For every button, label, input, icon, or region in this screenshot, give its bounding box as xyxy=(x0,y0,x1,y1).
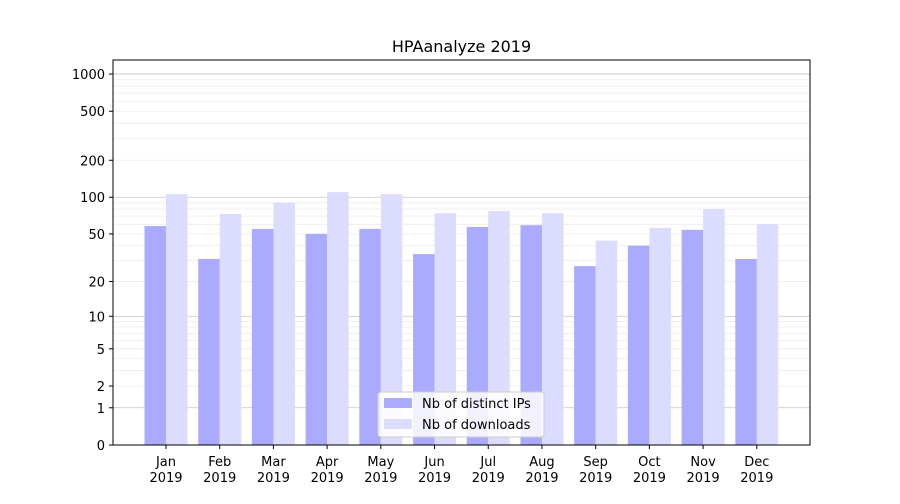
bar-downloads xyxy=(488,211,510,445)
x-tick-label-month: Feb xyxy=(208,455,231,470)
bar-distinct-ips xyxy=(466,226,489,445)
y-tick-label: 50 xyxy=(88,228,105,243)
x-tick-label-year: 2019 xyxy=(472,471,505,486)
legend-label: Nb of distinct IPs xyxy=(422,397,531,412)
x-tick-label-month: May xyxy=(367,455,394,470)
bar-downloads xyxy=(327,192,349,445)
x-tick-label-month: Apr xyxy=(316,455,339,470)
x-tick-label-month: Dec xyxy=(744,455,769,470)
bar-distinct-ips xyxy=(681,229,704,445)
y-tick-label: 10 xyxy=(88,310,105,325)
bar-distinct-ips xyxy=(144,226,166,445)
x-tick-label-month: Jan xyxy=(155,455,176,470)
bar-downloads xyxy=(273,202,295,445)
y-tick-label: 2 xyxy=(97,380,105,395)
y-tick-label: 100 xyxy=(80,191,105,206)
chart-title: HPAanalyze 2019 xyxy=(392,37,531,56)
bar-downloads xyxy=(166,194,188,445)
x-tick-label-month: Jun xyxy=(423,455,444,470)
y-axis: 0 1 2 5 10 20 50 100 200 500 1000 xyxy=(72,68,113,454)
bar-distinct-ips xyxy=(305,233,328,445)
bar-downloads xyxy=(703,209,725,445)
legend-swatch xyxy=(384,398,412,408)
bar-downloads xyxy=(219,213,242,445)
x-tick-label-year: 2019 xyxy=(418,471,451,486)
y-tick-label: 5 xyxy=(97,343,105,358)
bar-distinct-ips xyxy=(198,258,220,445)
bar-downloads xyxy=(595,240,618,445)
bar-downloads xyxy=(541,213,564,445)
bar-distinct-ips xyxy=(359,228,381,445)
x-tick-label-year: 2019 xyxy=(687,471,720,486)
y-tick-label: 200 xyxy=(80,154,105,169)
y-tick-label: 500 xyxy=(80,105,105,120)
bar-downloads xyxy=(649,227,671,445)
bar-distinct-ips xyxy=(520,225,542,445)
y-tick-label: 1000 xyxy=(72,68,105,83)
x-tick-label-year: 2019 xyxy=(525,471,558,486)
bar-distinct-ips xyxy=(251,228,274,445)
legend: Nb of distinct IPs Nb of downloads xyxy=(377,391,545,438)
x-tick-label-year: 2019 xyxy=(740,471,773,486)
x-axis: Jan2019Feb2019Mar2019Apr2019May2019Jun20… xyxy=(149,445,773,486)
bar-downloads xyxy=(380,194,403,445)
x-tick-label-year: 2019 xyxy=(311,471,344,486)
legend-label: Nb of downloads xyxy=(422,418,531,433)
y-tick-label: 1 xyxy=(97,402,105,417)
x-tick-label-year: 2019 xyxy=(203,471,236,486)
bar-distinct-ips xyxy=(735,258,757,445)
x-tick-label-month: Sep xyxy=(583,455,608,470)
bar-distinct-ips xyxy=(627,245,650,445)
x-tick-label-month: Oct xyxy=(638,455,660,470)
bar-downloads xyxy=(756,224,779,445)
bar-downloads xyxy=(434,213,457,445)
y-tick-label: 0 xyxy=(97,439,105,454)
x-tick-label-year: 2019 xyxy=(149,471,182,486)
x-tick-label-month: Mar xyxy=(261,455,286,470)
x-tick-label-year: 2019 xyxy=(633,471,666,486)
plot-frame xyxy=(112,59,811,446)
x-tick-label-year: 2019 xyxy=(579,471,612,486)
legend-box xyxy=(377,391,545,438)
x-tick-label-month: Jul xyxy=(479,455,496,470)
x-tick-label-month: Aug xyxy=(529,455,554,470)
y-tick-label: 20 xyxy=(88,276,105,291)
x-tick-label-month: Nov xyxy=(690,455,716,470)
x-tick-label-year: 2019 xyxy=(257,471,290,486)
x-tick-label-year: 2019 xyxy=(364,471,397,486)
legend-swatch xyxy=(384,419,412,429)
bar-distinct-ips xyxy=(574,266,596,445)
